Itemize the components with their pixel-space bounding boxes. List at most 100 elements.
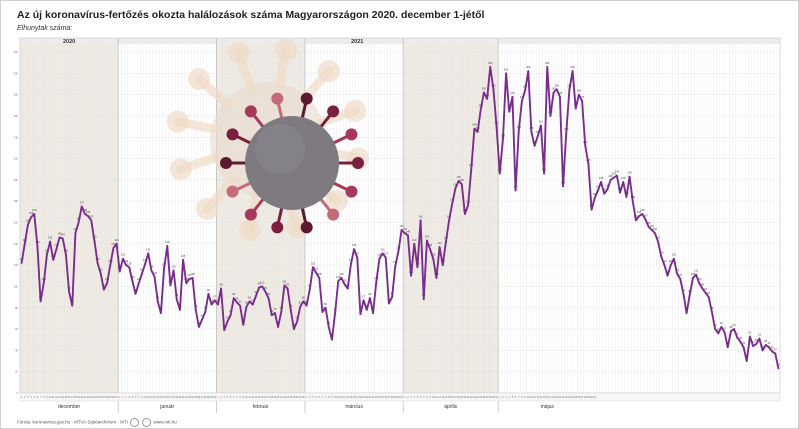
day-tick-label: 12 bbox=[153, 397, 156, 399]
day-tick-label: 30 bbox=[590, 397, 593, 399]
data-point bbox=[293, 328, 295, 330]
data-label: 163 bbox=[643, 213, 648, 217]
data-point bbox=[559, 95, 561, 98]
data-label: 73 bbox=[270, 309, 273, 313]
data-point bbox=[397, 250, 400, 253]
data-label: 98 bbox=[701, 283, 704, 287]
data-point bbox=[217, 303, 219, 306]
day-tick-label: 1 bbox=[306, 397, 308, 399]
data-point bbox=[597, 189, 599, 192]
day-tick-label: 24 bbox=[93, 397, 96, 399]
data-label: 250 bbox=[494, 121, 499, 125]
data-point bbox=[23, 242, 26, 245]
data-point bbox=[251, 303, 254, 306]
data-label: 44 bbox=[752, 340, 755, 344]
data-point bbox=[331, 338, 333, 341]
data-label: 115 bbox=[149, 264, 154, 268]
data-label: 87 bbox=[213, 294, 216, 298]
data-point bbox=[720, 326, 723, 328]
day-tick-label: 18 bbox=[552, 397, 555, 399]
data-label: 127 bbox=[355, 252, 360, 256]
data-point bbox=[654, 232, 656, 235]
day-tick-label: 24 bbox=[191, 397, 194, 399]
day-tick-label: 13 bbox=[255, 397, 258, 399]
day-tick-label: 22 bbox=[470, 397, 473, 399]
data-point bbox=[590, 208, 593, 211]
data-label: 103 bbox=[697, 277, 702, 281]
data-point bbox=[204, 311, 207, 313]
month-label: december bbox=[58, 404, 81, 410]
data-label: 112 bbox=[675, 268, 680, 272]
data-label: 60 bbox=[714, 323, 717, 327]
day-tick-label: 2 bbox=[309, 397, 311, 399]
data-label: 282 bbox=[551, 86, 556, 90]
data-label: 53 bbox=[748, 331, 751, 335]
day-tick-label: 11 bbox=[435, 397, 438, 399]
y-tick-label: 140 bbox=[14, 242, 19, 246]
day-tick-label: 3 bbox=[224, 397, 226, 399]
data-point bbox=[536, 135, 539, 138]
data-label: 184 bbox=[624, 191, 629, 195]
day-tick-label: 8 bbox=[141, 397, 143, 399]
data-point bbox=[521, 100, 523, 102]
data-label: 172 bbox=[589, 204, 594, 208]
day-tick-label: 20 bbox=[559, 397, 562, 399]
day-tick-label: 18 bbox=[172, 397, 175, 399]
data-point bbox=[337, 280, 340, 283]
data-point bbox=[470, 168, 473, 171]
data-label: 122 bbox=[95, 257, 100, 261]
data-point bbox=[245, 305, 248, 308]
data-label: 121 bbox=[143, 258, 148, 262]
data-point bbox=[80, 205, 83, 208]
data-point bbox=[163, 267, 165, 270]
day-tick-label: 6 bbox=[135, 397, 137, 399]
data-point bbox=[438, 246, 441, 248]
month-label: április bbox=[444, 404, 458, 410]
data-point bbox=[283, 284, 286, 287]
source-site: www.mti.hu bbox=[153, 419, 177, 425]
data-label: 143 bbox=[425, 235, 430, 239]
day-tick-label: 19 bbox=[555, 397, 558, 399]
data-point bbox=[346, 287, 349, 290]
day-tick-label: 17 bbox=[267, 397, 270, 399]
data-point bbox=[593, 197, 596, 199]
day-tick-label: 14 bbox=[160, 397, 163, 399]
day-tick-label: 3 bbox=[410, 397, 412, 399]
data-label: 107 bbox=[187, 273, 192, 277]
data-label: 58 bbox=[729, 325, 732, 329]
data-label: 162 bbox=[634, 214, 639, 218]
data-label: 130 bbox=[64, 248, 69, 252]
day-tick-label: 30 bbox=[112, 397, 115, 399]
data-point bbox=[625, 196, 628, 198]
data-label: 180 bbox=[631, 195, 636, 199]
day-tick-label: 10 bbox=[527, 397, 530, 399]
data-point bbox=[495, 125, 498, 128]
day-tick-label: 13 bbox=[536, 397, 539, 399]
data-point bbox=[606, 188, 609, 191]
data-label: 52 bbox=[736, 332, 739, 336]
data-point bbox=[362, 299, 365, 302]
day-tick-label: 7 bbox=[518, 397, 520, 399]
data-point bbox=[394, 265, 397, 268]
data-point bbox=[774, 352, 777, 355]
data-point bbox=[527, 70, 530, 73]
day-tick-label: 10 bbox=[147, 397, 150, 399]
year-label-2021: 2021 bbox=[351, 39, 363, 45]
data-label: 241 bbox=[536, 130, 541, 134]
data-label: 62 bbox=[327, 321, 330, 325]
data-label: 190 bbox=[513, 185, 518, 189]
day-tick-label: 27 bbox=[388, 397, 391, 399]
day-tick-label: 4 bbox=[414, 397, 416, 399]
data-label: 175 bbox=[80, 201, 85, 205]
day-tick-label: 16 bbox=[353, 397, 356, 399]
data-label: 196 bbox=[460, 178, 465, 182]
data-label: 246 bbox=[517, 125, 522, 129]
day-tick-label: 9 bbox=[243, 397, 245, 399]
data-label: 89 bbox=[267, 292, 270, 296]
data-point bbox=[375, 281, 378, 284]
data-point bbox=[511, 95, 514, 98]
data-label: 274 bbox=[580, 95, 585, 99]
data-label: 143 bbox=[92, 235, 97, 239]
day-tick-label: 12 bbox=[438, 397, 441, 399]
data-point bbox=[36, 245, 39, 247]
